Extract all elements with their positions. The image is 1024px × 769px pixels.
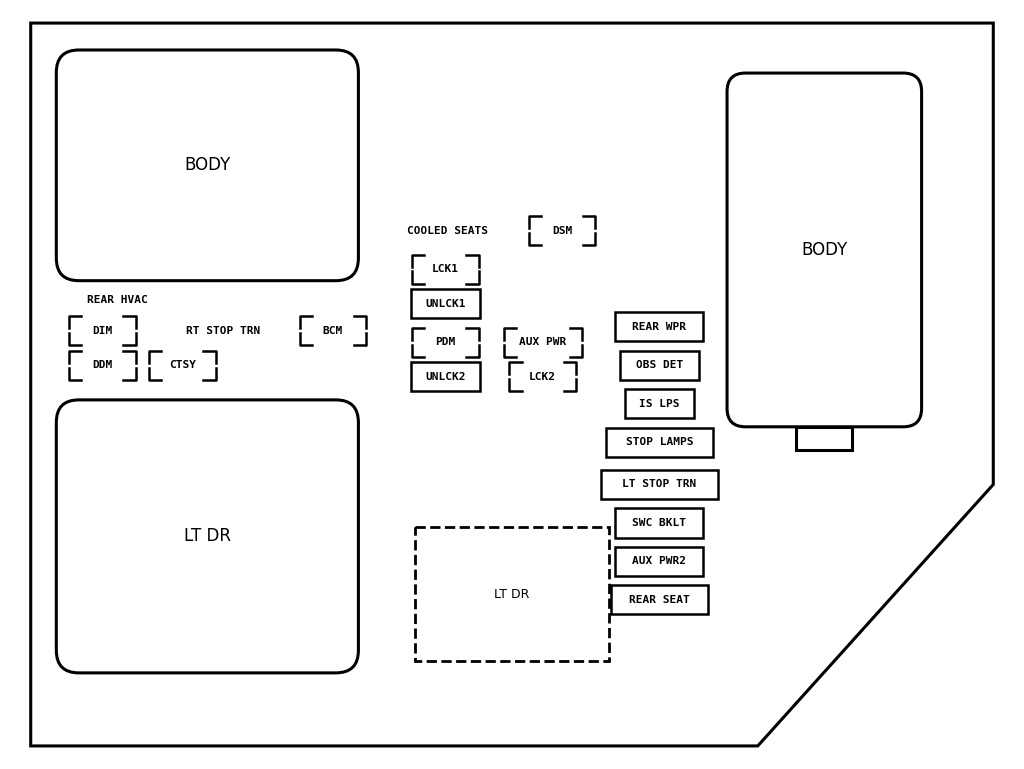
Bar — [615, 547, 703, 576]
FancyBboxPatch shape — [56, 50, 358, 281]
Text: BCM: BCM — [323, 325, 343, 336]
Bar — [412, 362, 479, 391]
Text: DSM: DSM — [552, 225, 572, 236]
Text: REAR SEAT: REAR SEAT — [629, 594, 690, 605]
Text: BODY: BODY — [801, 241, 848, 259]
Text: UNLCK2: UNLCK2 — [425, 371, 466, 382]
Bar — [601, 470, 718, 499]
Text: DDM: DDM — [92, 360, 113, 371]
Bar — [615, 508, 703, 538]
Text: RT STOP TRN: RT STOP TRN — [186, 325, 260, 336]
Bar — [415, 527, 609, 661]
Text: UNLCK1: UNLCK1 — [425, 298, 466, 309]
Text: COOLED SEATS: COOLED SEATS — [407, 225, 488, 236]
Text: IS LPS: IS LPS — [639, 398, 680, 409]
Text: AUX PWR2: AUX PWR2 — [633, 556, 686, 567]
FancyBboxPatch shape — [727, 73, 922, 427]
Bar — [615, 312, 703, 341]
Text: REAR HVAC: REAR HVAC — [87, 295, 148, 305]
Bar — [797, 427, 852, 450]
Text: PDM: PDM — [435, 337, 456, 348]
Text: LT STOP TRN: LT STOP TRN — [623, 479, 696, 490]
Bar — [606, 428, 713, 457]
Bar — [625, 389, 694, 418]
Text: AUX PWR: AUX PWR — [519, 337, 566, 348]
Text: LCK2: LCK2 — [529, 371, 556, 382]
Text: LCK1: LCK1 — [432, 264, 459, 275]
Text: LT DR: LT DR — [184, 528, 230, 545]
Text: DIM: DIM — [92, 325, 113, 336]
Text: REAR WPR: REAR WPR — [633, 321, 686, 332]
Text: STOP LAMPS: STOP LAMPS — [626, 437, 693, 448]
Text: BODY: BODY — [184, 156, 230, 175]
Text: CTSY: CTSY — [169, 360, 196, 371]
Bar — [610, 585, 709, 614]
Text: SWC BKLT: SWC BKLT — [633, 518, 686, 528]
Text: OBS DET: OBS DET — [636, 360, 683, 371]
Bar — [621, 351, 698, 380]
Bar — [412, 289, 479, 318]
Text: LT DR: LT DR — [495, 588, 529, 601]
FancyBboxPatch shape — [56, 400, 358, 673]
